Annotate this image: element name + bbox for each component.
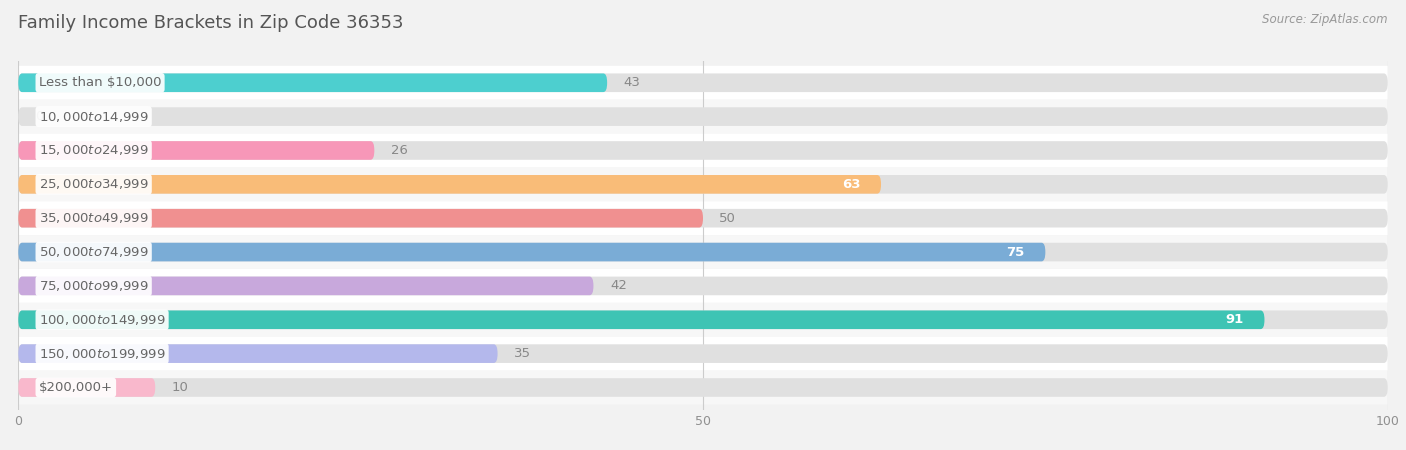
- FancyBboxPatch shape: [18, 141, 1388, 160]
- FancyBboxPatch shape: [18, 378, 155, 397]
- Text: $100,000 to $149,999: $100,000 to $149,999: [39, 313, 166, 327]
- FancyBboxPatch shape: [18, 243, 1046, 261]
- Text: $25,000 to $34,999: $25,000 to $34,999: [39, 177, 149, 191]
- Text: $50,000 to $74,999: $50,000 to $74,999: [39, 245, 149, 259]
- FancyBboxPatch shape: [18, 337, 1388, 370]
- Text: $15,000 to $24,999: $15,000 to $24,999: [39, 144, 149, 158]
- FancyBboxPatch shape: [18, 310, 1264, 329]
- FancyBboxPatch shape: [18, 107, 1388, 126]
- FancyBboxPatch shape: [18, 175, 1388, 194]
- Text: 91: 91: [1226, 313, 1244, 326]
- Text: 50: 50: [720, 212, 737, 225]
- FancyBboxPatch shape: [18, 277, 593, 295]
- FancyBboxPatch shape: [18, 66, 1388, 100]
- FancyBboxPatch shape: [18, 310, 1388, 329]
- Text: 42: 42: [610, 279, 627, 292]
- FancyBboxPatch shape: [18, 344, 1388, 363]
- FancyBboxPatch shape: [18, 100, 1388, 134]
- Text: $75,000 to $99,999: $75,000 to $99,999: [39, 279, 149, 293]
- FancyBboxPatch shape: [18, 73, 607, 92]
- Text: 10: 10: [172, 381, 188, 394]
- FancyBboxPatch shape: [18, 209, 703, 228]
- FancyBboxPatch shape: [18, 201, 1388, 235]
- Text: 43: 43: [624, 76, 641, 89]
- FancyBboxPatch shape: [18, 344, 498, 363]
- Text: $200,000+: $200,000+: [39, 381, 112, 394]
- Text: 0: 0: [35, 110, 44, 123]
- FancyBboxPatch shape: [18, 175, 882, 194]
- FancyBboxPatch shape: [18, 235, 1388, 269]
- FancyBboxPatch shape: [18, 209, 1388, 228]
- Text: $35,000 to $49,999: $35,000 to $49,999: [39, 211, 149, 225]
- FancyBboxPatch shape: [18, 141, 374, 160]
- Text: Family Income Brackets in Zip Code 36353: Family Income Brackets in Zip Code 36353: [18, 14, 404, 32]
- Text: 35: 35: [515, 347, 531, 360]
- FancyBboxPatch shape: [18, 370, 1388, 405]
- FancyBboxPatch shape: [18, 303, 1388, 337]
- Text: 75: 75: [1007, 246, 1025, 259]
- FancyBboxPatch shape: [18, 73, 1388, 92]
- FancyBboxPatch shape: [18, 378, 1388, 397]
- Text: 26: 26: [391, 144, 408, 157]
- FancyBboxPatch shape: [18, 243, 1388, 261]
- FancyBboxPatch shape: [18, 277, 1388, 295]
- FancyBboxPatch shape: [18, 269, 1388, 303]
- Text: Less than $10,000: Less than $10,000: [39, 76, 162, 89]
- Text: $10,000 to $14,999: $10,000 to $14,999: [39, 110, 149, 124]
- FancyBboxPatch shape: [18, 167, 1388, 201]
- Text: Source: ZipAtlas.com: Source: ZipAtlas.com: [1263, 14, 1388, 27]
- FancyBboxPatch shape: [18, 134, 1388, 167]
- Text: $150,000 to $199,999: $150,000 to $199,999: [39, 346, 166, 360]
- Text: 63: 63: [842, 178, 860, 191]
